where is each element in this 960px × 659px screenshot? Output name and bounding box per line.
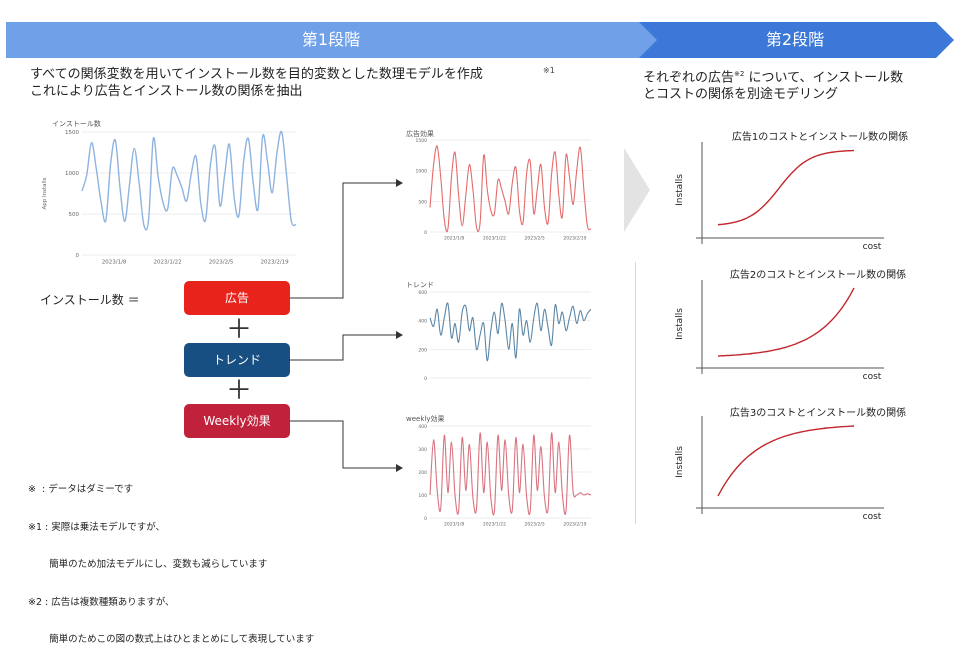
connector-trend (290, 334, 396, 361)
curve1-title: 広告1のコストとインストール数の関係 (731, 132, 909, 143)
note-ref-1: ※1 (543, 66, 555, 75)
footnote-1a: ※1 : 実際は乗法モデルですが、 (28, 521, 166, 533)
x-tick-label: 2023/1/22 (153, 260, 181, 266)
right-heading: それぞれの広告※2 について、インストール数 とコストの関係を別途モデリング (643, 66, 953, 103)
x-tick-label: 2023/1/8 (102, 260, 127, 266)
trend-term-label: トレンド (212, 353, 261, 367)
weekly-chart: 400 300 200 100 0 2023/1/8 2023/1/22 2023/2/5 20… (418, 424, 592, 528)
y-tick-label: 200 (418, 347, 427, 353)
y-tick-label: 400 (418, 319, 427, 325)
curve1-chart: Installs cost (675, 142, 884, 250)
install-chart: 1500 1000 500 0 2023/1/8 2023/1/22 2023/2/5 202… (42, 130, 297, 266)
x-axis-label: cost (863, 372, 882, 380)
x-tick-label: 2023/2/5 (525, 236, 545, 242)
curve2-chart: Installs cost (675, 280, 884, 380)
plus-sign-2: ＋ (226, 376, 253, 406)
footnote-1b: 簡単のため加法モデルにし、変数も減らしています (28, 559, 268, 570)
left-heading-line2: これにより広告とインストール数の関係を抽出 (30, 84, 303, 99)
x-tick-label: 2023/2/19 (563, 236, 586, 242)
stage2-banner (639, 22, 954, 58)
footnote-0: ※ : データはダミーです (28, 484, 134, 495)
y-tick-label: 1500 (65, 130, 79, 136)
y-tick-label: 500 (418, 199, 427, 205)
y-tick-label: 500 (69, 212, 80, 218)
x-tick-label: 2023/1/8 (444, 236, 464, 242)
x-tick-label: 2023/1/22 (483, 522, 506, 528)
trend-chart-title: トレンド (406, 281, 434, 289)
right-heading-line1: それぞれの広告※2 について、インストール数 (643, 66, 953, 86)
x-tick-label: 2023/2/5 (209, 260, 234, 266)
footnotes: ※ : データはダミーです ※1 : 実際は乗法モデルですが、 簡単のため加法モ… (28, 459, 314, 659)
arrowhead-weekly (396, 464, 403, 472)
y-tick-label: 1500 (416, 138, 428, 144)
footnote-2b: 簡単のためこの図の数式上はひとまとめにして表現しています (28, 634, 315, 645)
curve3-chart: Installs cost (675, 416, 884, 520)
connector-ad (290, 182, 396, 299)
series-line (429, 432, 592, 516)
y-tick-label: 0 (424, 516, 427, 522)
x-tick-label: 2023/2/19 (563, 522, 586, 528)
stage1-label: 第1段階 (301, 30, 361, 49)
y-tick-label: 1000 (65, 171, 79, 177)
weekly-term-label: Weekly効果 (203, 414, 271, 428)
cost-install-curve (717, 425, 855, 497)
trend-chart: 600 400 200 0 (418, 290, 592, 382)
x-tick-label: 2023/1/22 (483, 236, 506, 242)
y-tick-label: 0 (76, 253, 80, 259)
series-line (429, 302, 592, 362)
ad-term-box: 広告 (184, 281, 290, 315)
y-tick-label: 1000 (416, 169, 428, 175)
x-tick-label: 2023/2/5 (525, 522, 545, 528)
left-heading-line1: すべての関係変数を用いてインストール数を目的変数とした数理モデルを作成 (30, 67, 483, 82)
right-heading-pre: それぞれの広告 (643, 70, 735, 86)
y-tick-label: 300 (418, 447, 427, 453)
y-axis-label: Installs (675, 446, 685, 478)
note-ref-2: ※2 (734, 70, 745, 78)
ad-term-label: 広告 (224, 291, 249, 305)
x-axis-label: cost (863, 512, 882, 520)
stage2-label: 第2段階 (765, 30, 825, 49)
right-heading-post: について、インストール数 (748, 70, 904, 86)
trend-term-box: トレンド (184, 343, 290, 377)
series-line (429, 145, 592, 233)
curve2-title: 広告2のコストとインストール数の関係 (729, 270, 907, 281)
right-heading-line2: とコストの関係を別途モデリング (643, 87, 839, 103)
x-tick-label: 2023/1/8 (444, 522, 464, 528)
x-tick-label: 2023/2/19 (260, 260, 289, 266)
y-tick-label: 0 (424, 376, 427, 382)
y-tick-label: 0 (424, 230, 427, 236)
y-tick-label: 600 (418, 290, 427, 296)
y-axis-label: App Installs (42, 177, 48, 209)
stage1-banner: 第1段階 (6, 22, 656, 58)
y-axis-label: Installs (675, 308, 685, 340)
plus-sign-1: ＋ (226, 315, 253, 345)
arrowhead-trend (396, 331, 403, 339)
y-tick-label: 400 (418, 424, 427, 430)
cost-install-curve (717, 287, 855, 357)
cost-install-curve (717, 149, 855, 226)
ad-chart: 1500 1000 500 0 2023/1/8 2023/1/22 2023/2/5 202… (416, 138, 592, 242)
footnote-2a: ※2 : 広告は複数種類ありますが、 (28, 596, 175, 608)
weekly-term-box: Weekly効果 (184, 404, 290, 438)
equation-lhs: インストール数 ＝ (40, 293, 140, 307)
curve3-title: 広告3のコストとインストール数の関係 (729, 408, 907, 419)
x-axis-label: cost (863, 242, 882, 250)
arrowhead-ad (396, 179, 403, 187)
connector-lines (290, 179, 403, 472)
y-tick-label: 100 (418, 493, 427, 499)
y-axis-label: Installs (675, 174, 685, 206)
left-heading: すべての関係変数を用いてインストール数を目的変数とした数理モデルを作成 これによ… (30, 66, 630, 100)
connector-weekly (290, 420, 396, 469)
vertical-divider (635, 262, 636, 524)
ad-chart-title: 広告効果 (406, 130, 434, 138)
y-tick-label: 200 (418, 470, 427, 476)
series-line (81, 130, 297, 231)
chevron-right-icon (624, 148, 650, 232)
install-chart-title: インストール数 (52, 120, 101, 128)
weekly-chart-title: weekly効果 (406, 415, 445, 423)
